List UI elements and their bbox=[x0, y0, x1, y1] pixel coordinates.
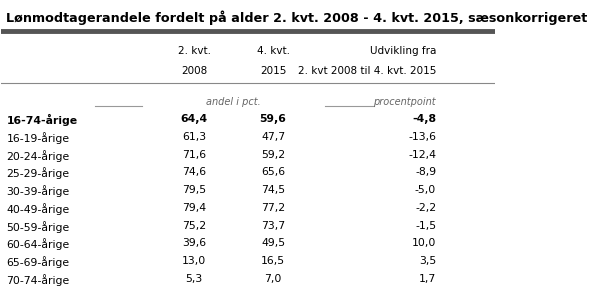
Text: 16,5: 16,5 bbox=[261, 256, 285, 266]
Text: 2. kvt 2008 til 4. kvt. 2015: 2. kvt 2008 til 4. kvt. 2015 bbox=[298, 66, 436, 76]
Text: 61,3: 61,3 bbox=[182, 132, 206, 142]
Text: 49,5: 49,5 bbox=[261, 238, 285, 248]
Text: 7,0: 7,0 bbox=[264, 274, 282, 284]
Text: procentpoint: procentpoint bbox=[373, 97, 436, 107]
Text: 47,7: 47,7 bbox=[261, 132, 285, 142]
Text: 77,2: 77,2 bbox=[261, 203, 285, 213]
Text: 74,6: 74,6 bbox=[182, 167, 206, 177]
Text: -4,8: -4,8 bbox=[412, 114, 436, 124]
Text: 16-74-årige: 16-74-årige bbox=[6, 114, 77, 126]
Text: 73,7: 73,7 bbox=[261, 221, 285, 231]
Text: 79,4: 79,4 bbox=[182, 203, 206, 213]
Text: 40-49-årige: 40-49-årige bbox=[6, 203, 70, 215]
Text: 10,0: 10,0 bbox=[412, 238, 436, 248]
Text: 3,5: 3,5 bbox=[419, 256, 436, 266]
Text: 65,6: 65,6 bbox=[261, 167, 285, 177]
Text: 39,6: 39,6 bbox=[182, 238, 206, 248]
Text: 59,6: 59,6 bbox=[260, 114, 287, 124]
Text: 13,0: 13,0 bbox=[182, 256, 206, 266]
Text: 64,4: 64,4 bbox=[181, 114, 207, 124]
Text: 20-24-årige: 20-24-årige bbox=[6, 150, 70, 162]
Text: andel i pct.: andel i pct. bbox=[206, 97, 261, 107]
Text: 16-19-årige: 16-19-årige bbox=[6, 132, 70, 144]
Text: 4. kvt.: 4. kvt. bbox=[257, 46, 290, 56]
Text: Udvikling fra: Udvikling fra bbox=[370, 46, 436, 56]
Text: -8,9: -8,9 bbox=[415, 167, 436, 177]
Text: 2. kvt.: 2. kvt. bbox=[178, 46, 210, 56]
Text: 79,5: 79,5 bbox=[182, 185, 206, 195]
Text: 2015: 2015 bbox=[260, 66, 286, 76]
Text: 60-64-årige: 60-64-årige bbox=[6, 238, 70, 250]
Text: 70-74-årige: 70-74-årige bbox=[6, 274, 70, 286]
Text: -2,2: -2,2 bbox=[415, 203, 436, 213]
Text: 65-69-årige: 65-69-årige bbox=[6, 256, 70, 268]
Text: 30-39-årige: 30-39-årige bbox=[6, 185, 70, 197]
Text: 50-59-årige: 50-59-årige bbox=[6, 221, 70, 233]
Text: Lønmodtagerandele fordelt på alder 2. kvt. 2008 - 4. kvt. 2015, sæsonkorrigeret: Lønmodtagerandele fordelt på alder 2. kv… bbox=[6, 10, 587, 25]
Text: -12,4: -12,4 bbox=[408, 150, 436, 160]
Text: 71,6: 71,6 bbox=[182, 150, 206, 160]
Text: 5,3: 5,3 bbox=[185, 274, 203, 284]
Text: 2008: 2008 bbox=[181, 66, 207, 76]
Text: 59,2: 59,2 bbox=[261, 150, 285, 160]
Text: -5,0: -5,0 bbox=[415, 185, 436, 195]
Text: -1,5: -1,5 bbox=[415, 221, 436, 231]
Text: 75,2: 75,2 bbox=[182, 221, 206, 231]
Text: 74,5: 74,5 bbox=[261, 185, 285, 195]
Text: 1,7: 1,7 bbox=[419, 274, 436, 284]
Text: -13,6: -13,6 bbox=[408, 132, 436, 142]
Text: 25-29-årige: 25-29-årige bbox=[6, 167, 70, 179]
